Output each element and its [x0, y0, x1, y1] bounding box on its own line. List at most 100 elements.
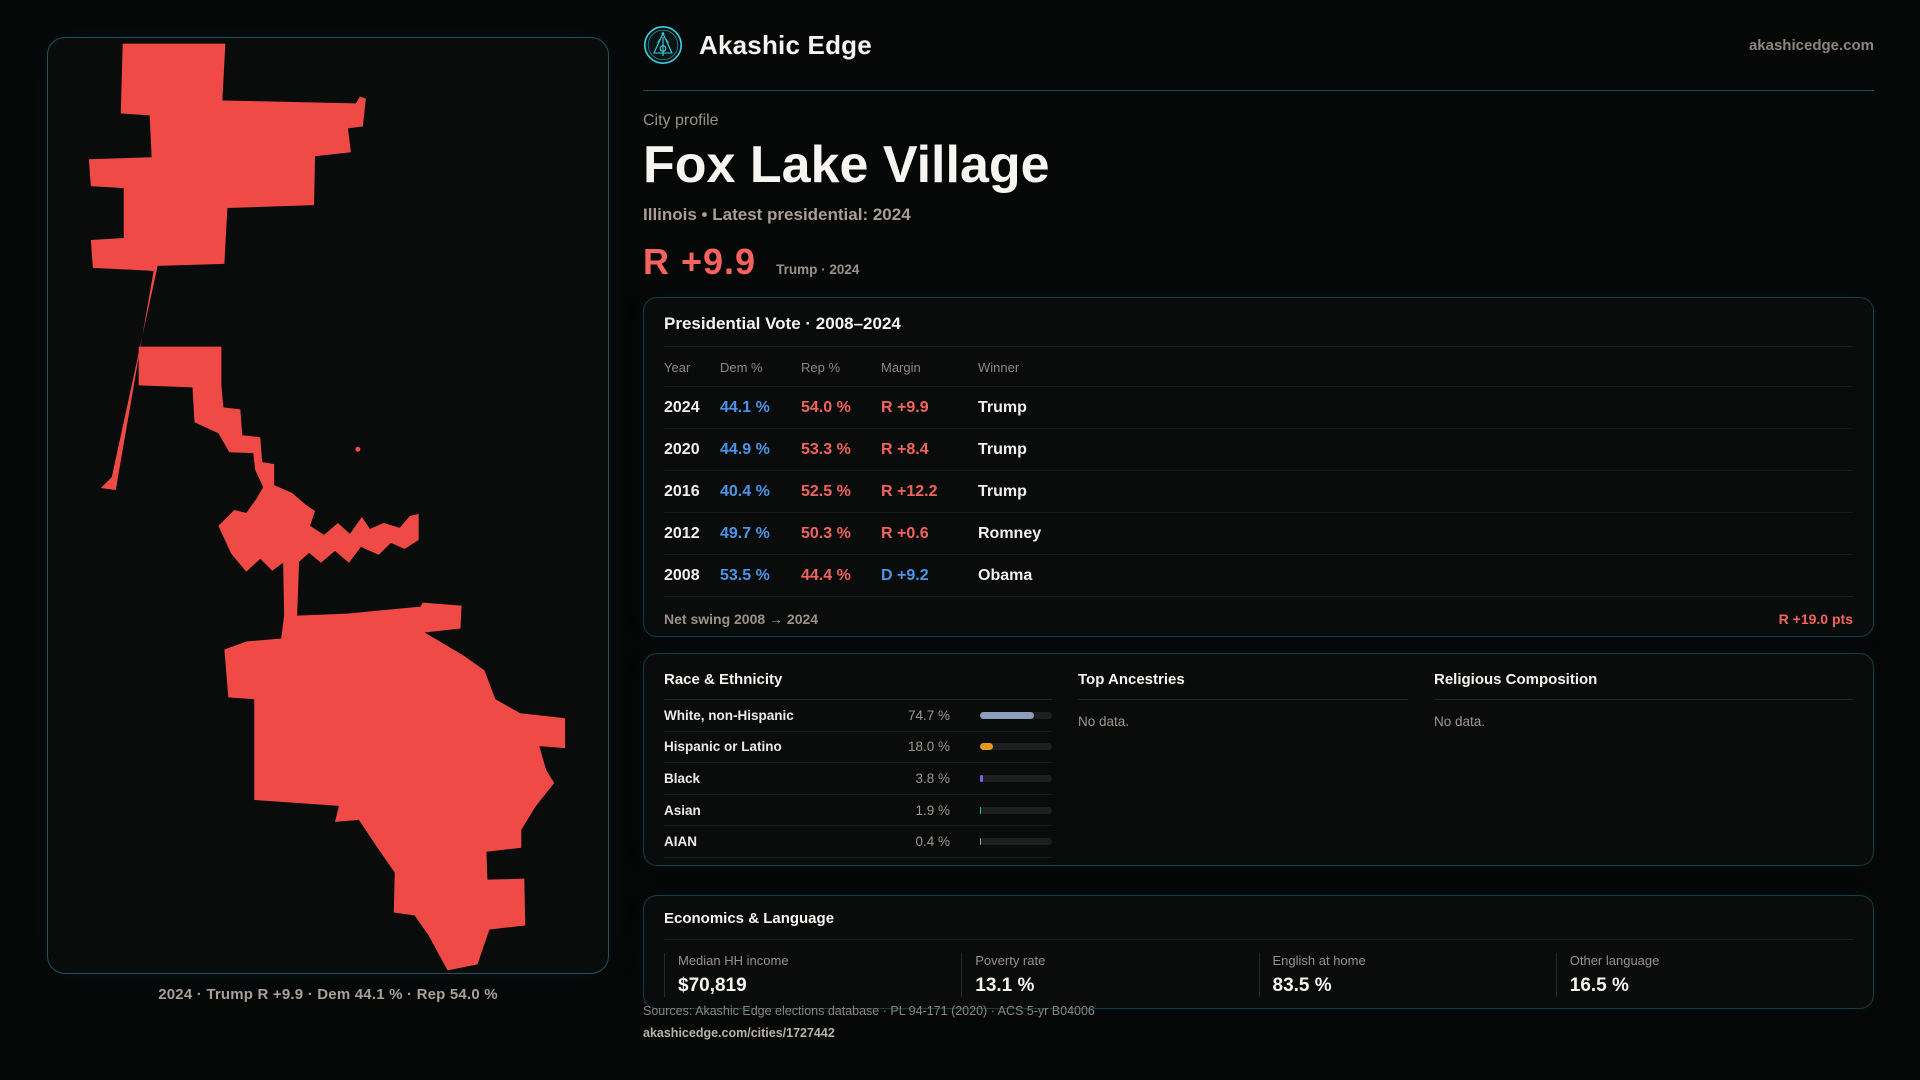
vote-table-row: 2024 44.1 % 54.0 % R +9.9 Trump	[664, 386, 1853, 428]
vote-cell: 52.5 %	[801, 482, 851, 500]
vote-cell: 2020	[664, 440, 700, 458]
economics-title: Economics & Language	[664, 910, 835, 927]
race-value: 1.9 %	[915, 802, 950, 818]
vote-cell: Obama	[978, 566, 1033, 584]
race-label: Black	[664, 770, 701, 786]
economics-stat: Other language 16.5 %	[1555, 953, 1853, 997]
city-boundary-north	[88, 43, 366, 491]
vote-table-row: 2016 40.4 % 52.5 % R +12.2 Trump	[664, 470, 1853, 512]
vote-cell: R +0.6	[881, 524, 929, 542]
race-rows: White, non-Hispanic 74.7 % Hispanic or Lat…	[664, 700, 1052, 858]
vote-cell: 2016	[664, 482, 700, 500]
vote-table-footer: Net swing 2008 → 2024 R +19.0 pts	[664, 596, 1853, 641]
city-boundary-south	[138, 346, 566, 971]
vote-cell: 54.0 %	[801, 398, 851, 416]
sources-note: Sources: Akashic Edge elections database…	[643, 1004, 1095, 1018]
net-swing-label: Net swing 2008 → 2024	[664, 611, 819, 627]
stat-label: English at home	[1272, 953, 1366, 968]
vote-cell: 2008	[664, 566, 700, 584]
demographics-card: Race & Ethnicity White, non-Hispanic 74.7…	[643, 653, 1874, 866]
race-bar-fill	[980, 774, 983, 782]
stat-label: Other language	[1569, 953, 1660, 968]
col-year: Year	[664, 360, 691, 375]
economics-stat: English at home 83.5 %	[1258, 953, 1556, 997]
race-bar-fill	[980, 711, 1034, 719]
race-value: 0.4 %	[915, 834, 950, 850]
vote-cell: 53.3 %	[801, 440, 851, 458]
vote-cell: D +9.2	[881, 566, 929, 584]
vote-cell: 44.1 %	[720, 398, 770, 416]
economics-stat: Median HH income $70,819	[664, 953, 961, 997]
ancestries-section-title: Top Ancestries	[1078, 671, 1408, 700]
vote-table-body: 2024 44.1 % 54.0 % R +9.9 Trump 2020 44.9 % 53.…	[664, 386, 1853, 596]
race-bar-track	[980, 838, 1052, 846]
race-label: Hispanic or Latino	[664, 739, 782, 755]
stat-label: Median HH income	[678, 953, 789, 968]
site-domain-link[interactable]: akashicedge.com	[1748, 36, 1874, 54]
city-map	[88, 43, 566, 971]
vote-cell: 44.4 %	[801, 566, 851, 584]
religion-section-title: Religious Composition	[1434, 671, 1853, 700]
vote-cell: R +8.4	[881, 440, 929, 458]
site-header: Akashic Edge akashicedge.com	[643, 0, 1874, 91]
race-bar-fill	[980, 743, 993, 751]
vote-table-row: 2008 53.5 % 44.4 % D +9.2 Obama	[664, 554, 1853, 596]
race-bar-track	[980, 711, 1052, 719]
vote-cell: R +12.2	[881, 482, 938, 500]
race-value: 3.8 %	[915, 770, 950, 786]
col-dem: Dem %	[720, 360, 763, 375]
race-bar-fill	[980, 806, 982, 814]
race-label: AIAN	[664, 834, 697, 850]
page-kicker: City profile	[643, 112, 719, 129]
vote-cell: 40.4 %	[720, 482, 770, 500]
economics-stat: Poverty rate 13.1 %	[961, 953, 1258, 997]
permalink-url[interactable]: akashicedge.com/cities/1727442	[643, 1026, 835, 1040]
vote-cell: 53.5 %	[720, 566, 770, 584]
race-value: 18.0 %	[907, 739, 950, 755]
city-boundary-fragment	[355, 446, 361, 452]
divider	[664, 346, 1853, 347]
divider	[664, 939, 1853, 940]
race-section-title: Race & Ethnicity	[664, 671, 1052, 700]
religion-empty-state: No data.	[1434, 714, 1486, 729]
headline-margin: R +9.9 Trump · 2024	[643, 241, 1874, 283]
vote-table-title: Presidential Vote · 2008–2024	[664, 314, 901, 333]
economics-card: Economics & Language Median HH income $70…	[643, 895, 1874, 1009]
margin-value: R +9.9	[643, 240, 757, 282]
race-row: Asian 1.9 %	[664, 795, 1052, 827]
col-rep: Rep %	[801, 360, 841, 375]
page-subtitle: Illinois • Latest presidential: 2024	[643, 204, 911, 224]
vote-cell: Trump	[978, 398, 1027, 416]
race-row: Hispanic or Latino 18.0 %	[664, 732, 1052, 764]
ancestries-section: Top Ancestries No data.	[1078, 671, 1408, 858]
race-bar-track	[980, 743, 1052, 751]
vote-cell: Romney	[978, 524, 1042, 542]
net-swing-value: R +19.0 pts	[1778, 611, 1853, 627]
race-row: AIAN 0.4 %	[664, 826, 1052, 858]
stat-label: Poverty rate	[975, 953, 1046, 968]
vote-cell: Trump	[978, 482, 1027, 500]
race-label: White, non-Hispanic	[664, 707, 794, 723]
ancestries-empty-state: No data.	[1078, 714, 1130, 729]
race-bar-track	[980, 806, 1052, 814]
akashic-edge-logo-icon	[643, 25, 683, 65]
race-row: White, non-Hispanic 74.7 %	[664, 700, 1052, 732]
brand: Akashic Edge	[643, 25, 872, 65]
map-caption: 2024 · Trump R +9.9 · Dem 44.1 % · Rep 5…	[158, 986, 498, 1003]
margin-context: Trump · 2024	[776, 261, 860, 277]
vote-cell: 49.7 %	[720, 524, 770, 542]
city-map-panel	[47, 37, 609, 974]
vote-table-header: Year Dem % Rep % Margin Winner	[664, 347, 1853, 386]
religion-section: Religious Composition No data.	[1434, 671, 1853, 858]
col-winner: Winner	[978, 360, 1020, 375]
col-margin: Margin	[881, 360, 921, 375]
stat-value: 83.5 %	[1272, 975, 1332, 996]
presidential-vote-card: Presidential Vote · 2008–2024 Year Dem %…	[643, 297, 1874, 637]
vote-cell: Trump	[978, 440, 1027, 458]
stat-value: 16.5 %	[1569, 975, 1629, 996]
vote-cell: R +9.9	[881, 398, 929, 416]
vote-table-row: 2020 44.9 % 53.3 % R +8.4 Trump	[664, 428, 1853, 470]
vote-cell: 2012	[664, 524, 700, 542]
vote-cell: 44.9 %	[720, 440, 770, 458]
main-content: Akashic Edge akashicedge.com City profil…	[643, 0, 1874, 1080]
